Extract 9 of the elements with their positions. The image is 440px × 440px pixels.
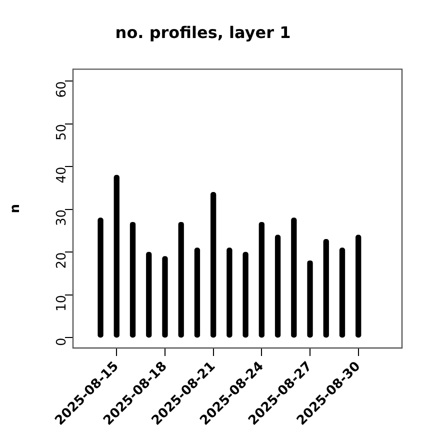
chart-title: no. profiles, layer 1 (115, 22, 291, 42)
y-tick-label: 50 (54, 124, 70, 140)
y-tick-label: 30 (54, 209, 70, 226)
y-tick-label: 0 (54, 338, 70, 346)
y-tick-label: 20 (54, 252, 70, 269)
y-tick-label: 10 (54, 294, 70, 312)
y-tick-label: 40 (54, 166, 70, 184)
y-axis-title: n (8, 204, 24, 214)
y-tick-label: 60 (54, 81, 70, 98)
